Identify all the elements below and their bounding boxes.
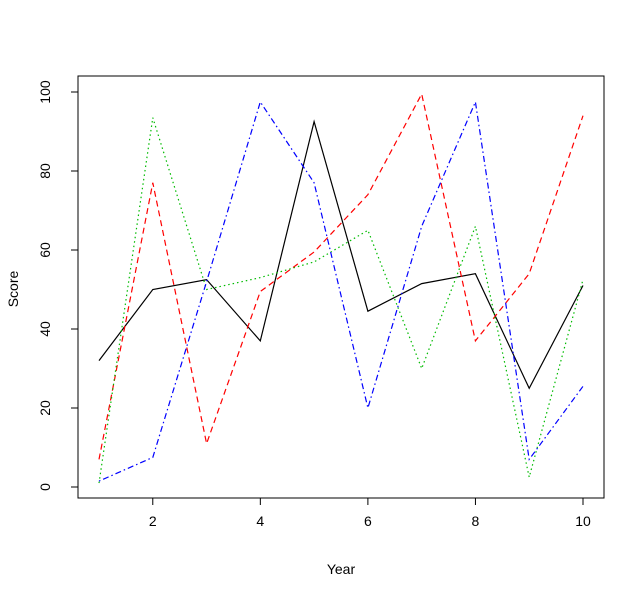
- y-tick-label: 40: [37, 321, 53, 337]
- series-line-3: [98, 117, 584, 484]
- x-axis: 2 4 6 8 10: [149, 497, 591, 529]
- y-tick-label: 60: [37, 242, 53, 258]
- series-line-2: [98, 92, 584, 460]
- x-tick-label: 2: [149, 513, 157, 529]
- y-axis-title: Score: [5, 271, 21, 308]
- y-tick-label: 20: [37, 400, 53, 416]
- x-tick-label: 6: [364, 513, 372, 529]
- y-axis: 0 20 40 60 80 100: [37, 80, 79, 491]
- x-tick-label: 10: [575, 513, 591, 529]
- series-line-4: [98, 99, 584, 482]
- y-tick-label: 100: [37, 80, 53, 104]
- x-tick-label: 8: [472, 513, 480, 529]
- x-tick-label: 4: [256, 513, 264, 529]
- plot-frame: [77, 75, 605, 499]
- x-axis-title: Year: [327, 561, 356, 577]
- y-tick-label: 80: [37, 163, 53, 179]
- y-tick-label: 0: [37, 483, 53, 491]
- series-layer: [98, 92, 584, 484]
- series-line-1: [98, 119, 584, 390]
